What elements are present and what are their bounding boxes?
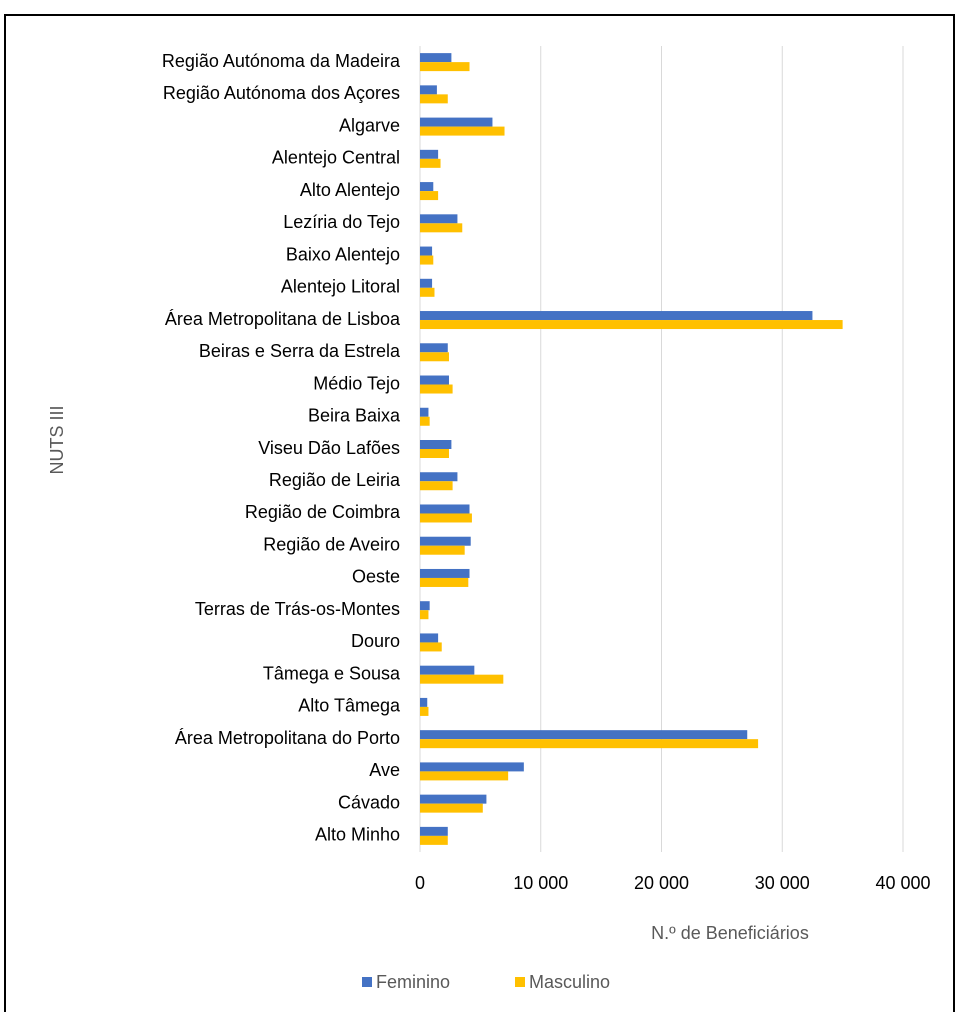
bar	[420, 223, 463, 233]
y-tick-label: Região Autónoma dos Açores	[163, 83, 400, 103]
y-tick-label: Área Metropolitana do Porto	[175, 728, 400, 748]
bar	[420, 826, 448, 836]
bar	[420, 633, 439, 643]
bar	[420, 375, 449, 385]
y-tick-label: Oeste	[352, 567, 400, 587]
y-tick-label: Região de Aveiro	[263, 534, 400, 554]
bar	[420, 513, 472, 523]
y-tick-label: Alentejo Litoral	[281, 277, 400, 297]
bar	[420, 416, 430, 426]
bar	[420, 126, 505, 136]
y-tick-label: Alentejo Central	[272, 148, 400, 168]
bar	[420, 472, 458, 482]
y-tick-label: Algarve	[339, 115, 400, 135]
bar	[420, 674, 504, 684]
bar	[420, 610, 429, 620]
bar	[420, 568, 470, 578]
bar	[420, 191, 439, 201]
bar	[420, 730, 748, 740]
y-tick-label: Alto Alentejo	[300, 180, 400, 200]
y-tick-label: Região Autónoma da Madeira	[162, 51, 401, 71]
bar	[420, 504, 470, 514]
bar	[420, 762, 524, 772]
bar	[420, 352, 449, 362]
bar	[420, 794, 487, 804]
bar	[420, 577, 469, 587]
x-tick-label: 30 000	[755, 873, 810, 893]
bar	[420, 158, 441, 168]
bar	[420, 117, 493, 127]
x-tick-label: 20 000	[634, 873, 689, 893]
y-tick-label: Ave	[369, 760, 400, 780]
y-tick-label: Região de Leiria	[269, 470, 401, 490]
bar	[420, 384, 453, 394]
bar	[420, 706, 429, 716]
y-tick-label: Alto Tâmega	[298, 696, 401, 716]
bar	[420, 697, 428, 707]
x-axis-title: N.º de Beneficiários	[651, 923, 809, 943]
y-tick-label: Alto Minho	[315, 825, 400, 845]
bar	[420, 214, 458, 224]
y-tick-label: Lezíria do Tejo	[283, 212, 400, 232]
bar	[420, 311, 813, 321]
bar	[420, 182, 434, 192]
y-tick-label: Cávado	[338, 792, 400, 812]
x-tick-label: 10 000	[513, 873, 568, 893]
bar	[420, 343, 448, 353]
bar	[420, 407, 429, 417]
y-tick-label: Região de Coimbra	[245, 502, 401, 522]
bar	[420, 246, 433, 256]
x-tick-label: 0	[415, 873, 425, 893]
bar	[420, 642, 442, 652]
legend-label: Feminino	[376, 972, 450, 992]
bar	[420, 287, 435, 297]
y-axis-title: NUTS III	[47, 405, 67, 474]
bar	[420, 255, 434, 265]
bar	[420, 278, 433, 288]
y-tick-label: Médio Tejo	[313, 373, 400, 393]
y-tick-label: Baixo Alentejo	[286, 244, 400, 264]
bar	[420, 53, 452, 63]
legend-swatch	[515, 977, 525, 987]
bar	[420, 440, 452, 449]
y-tick-label: Douro	[351, 631, 400, 651]
bar	[420, 149, 439, 159]
legend-label: Masculino	[529, 972, 610, 992]
bar	[420, 62, 470, 72]
bar	[420, 85, 437, 95]
bar	[420, 536, 471, 546]
y-tick-label: Viseu Dão Lafões	[258, 438, 400, 458]
bar	[420, 665, 475, 675]
bar	[420, 601, 430, 611]
bar	[420, 481, 453, 491]
bar	[420, 803, 483, 813]
y-tick-label: Beira Baixa	[308, 406, 401, 426]
frame	[4, 14, 955, 1012]
bar	[420, 94, 448, 104]
bar	[420, 545, 465, 555]
y-tick-label: Tâmega e Sousa	[263, 663, 401, 683]
y-tick-label: Área Metropolitana de Lisboa	[165, 309, 401, 329]
bar	[420, 771, 509, 781]
legend-swatch	[362, 977, 372, 987]
y-tick-label: Beiras e Serra da Estrela	[199, 341, 401, 361]
y-tick-label: Terras de Trás-os-Montes	[195, 599, 400, 619]
bar	[420, 449, 449, 458]
bar	[420, 320, 843, 330]
bar	[420, 835, 448, 845]
bar	[420, 739, 759, 749]
x-tick-label: 40 000	[875, 873, 930, 893]
